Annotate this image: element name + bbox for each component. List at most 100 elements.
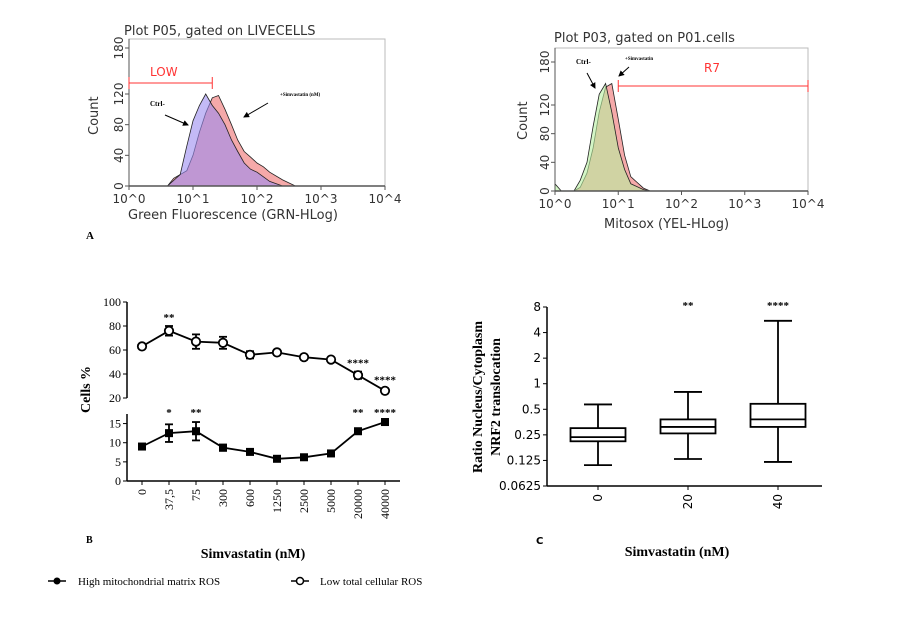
a1-title: Plot P05, gated on LIVECELLS [124, 24, 316, 39]
b-point-open [352, 370, 364, 381]
b-significance-label: **** [374, 407, 397, 419]
b-x-tick-label: 2500 [297, 489, 311, 513]
b-upper-y-tick-label: 80 [109, 319, 121, 333]
b-x-tick-label: 600 [243, 489, 257, 507]
b-point-filled [273, 454, 281, 463]
b-lower-y-tick-label: 10 [109, 436, 121, 450]
b-lower-y-tick-label: 0 [115, 474, 121, 488]
a2-x-tick-label: 10^2 [665, 197, 698, 211]
b-point-open [190, 336, 202, 347]
legend-label-high-mito: High mitochondrial matrix ROS [78, 576, 220, 588]
b-point-filled [219, 443, 227, 452]
b-x-tick-label: 5000 [324, 489, 338, 513]
a1-y-tick-label: 180 [112, 37, 126, 60]
b-point-filled [381, 418, 389, 427]
c-x-tick-label: 20 [681, 494, 695, 509]
c-box [749, 402, 807, 428]
a1-plot-frame [128, 38, 386, 187]
b-point-open [244, 349, 256, 360]
b-x-tick-label: 75 [189, 489, 203, 501]
b-upper-y-tick-label: 20 [109, 391, 121, 405]
a1-gate-label: LOW [150, 65, 178, 79]
c-box [569, 427, 627, 443]
b-point-filled [327, 449, 335, 458]
b-significance-label: * [166, 407, 172, 419]
b-point-filled [246, 447, 254, 456]
c-significance-label: ** [683, 300, 695, 312]
a1-x-tick-label: 10^0 [113, 192, 146, 206]
a2-annotation-arrow [586, 72, 596, 89]
b-significance-label: ** [191, 407, 203, 419]
b-series-line-upper [141, 329, 386, 392]
a1-x-tick-label: 10^4 [369, 192, 402, 206]
b-upper-y-tick-label: 40 [109, 367, 121, 381]
a2-ylabel: Count [516, 101, 531, 140]
a1-y-tick-label: 120 [112, 83, 126, 106]
c-y-tick-label: 2 [533, 351, 541, 365]
c-ylabel-line1: Ratio Nucleus/Cytoplasm [471, 321, 486, 473]
b-point-open [136, 341, 148, 352]
b-point-filled [138, 442, 146, 451]
b-x-tick-label: 1250 [270, 489, 284, 513]
c-significance-label: **** [767, 300, 790, 312]
c-x-tick-label: 40 [771, 494, 785, 509]
a2-y-tick-label: 180 [538, 51, 552, 74]
a2-annotation-arrow [618, 66, 630, 77]
b-x-tick-label: 300 [216, 489, 230, 507]
b-point-filled [354, 427, 362, 436]
a2-title: Plot P03, gated on P01.cells [554, 31, 735, 46]
b-x-tick-label: 20000 [351, 489, 365, 519]
a2-annotation-simv: +Simvastatin [625, 57, 653, 62]
a1-y-tick-label: 40 [112, 148, 126, 163]
b-upper-y-tick-label: 60 [109, 343, 121, 357]
b-significance-label: ** [164, 312, 176, 324]
b-x-tick-label: 40000 [378, 489, 392, 519]
a1-y-tick-label: 80 [112, 117, 126, 132]
a1-annotation-simv: +Simvastatin (nM) [280, 93, 321, 98]
c-y-tick-label: 0.125 [507, 453, 541, 467]
b-x-tick-label: 0 [135, 489, 149, 495]
legend-marker-open [295, 576, 305, 586]
c-y-tick-label: 0.0625 [499, 479, 541, 493]
b-ylabel: Cells % [79, 366, 94, 413]
a1-x-tick-label: 10^3 [305, 192, 338, 206]
a2-y-tick-label: 80 [538, 126, 552, 141]
panel-label-c: C [536, 536, 543, 547]
a2-xlabel: Mitosox (YEL-HLog) [604, 217, 729, 232]
b-significance-label: **** [347, 358, 370, 370]
a1-histogram-ctrl- [166, 93, 283, 187]
b-point-open [217, 337, 229, 348]
a1-ylabel: Count [87, 96, 102, 135]
a2-y-tick-label: 40 [538, 155, 552, 170]
a2-x-tick-label: 10^3 [728, 197, 761, 211]
b-significance-label: ** [353, 407, 365, 419]
a2-y-tick-label: 0 [538, 187, 552, 195]
a1-annotation-arrow [164, 114, 189, 126]
b-x-tick-label: 37,5 [162, 489, 176, 510]
b-point-open [271, 347, 283, 358]
b-point-filled [165, 429, 173, 438]
a2-gate-label: R7 [704, 61, 720, 75]
a1-xlabel: Green Fluorescence (GRN-HLog) [128, 208, 338, 223]
b-series-line-lower [141, 421, 386, 460]
c-x-tick-label: 0 [591, 494, 605, 502]
b-upper-y-tick-label: 100 [103, 295, 121, 309]
panel-label-b: B [86, 535, 93, 546]
a2-y-tick-label: 120 [538, 94, 552, 117]
c-y-tick-label: 0.5 [522, 402, 541, 416]
a1-x-tick-label: 10^1 [177, 192, 210, 206]
legend-label-low-total: Low total cellular ROS [320, 576, 422, 588]
a1-annotation-ctrl: Ctrl- [150, 100, 165, 108]
b-significance-label: **** [374, 374, 397, 386]
c-xlabel: Simvastatin (nM) [625, 545, 730, 560]
a2-x-tick-label: 10^4 [792, 197, 825, 211]
b-point-filled [300, 453, 308, 462]
b-point-open [298, 352, 310, 363]
a2-x-tick-label: 10^0 [539, 197, 572, 211]
c-y-tick-label: 0.25 [514, 428, 541, 442]
b-point-open [163, 325, 175, 336]
c-ylabel-line2: NRF2 translocation [489, 338, 504, 456]
b-point-filled [192, 427, 200, 436]
